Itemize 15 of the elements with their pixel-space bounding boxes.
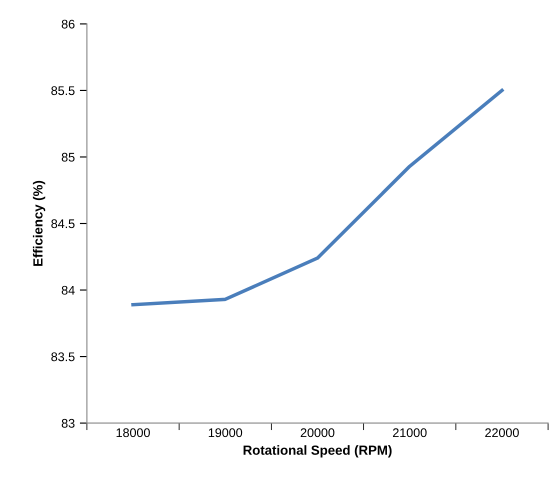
- x-axis-title: Rotational Speed (RPM): [244, 445, 392, 458]
- x-tick-label: 22000: [485, 428, 519, 438]
- y-axis-title: Efficiency (%): [32, 180, 46, 266]
- y-tick-label: 83: [62, 418, 75, 428]
- x-tick-label: 20000: [300, 428, 334, 438]
- y-tick-label: 86: [62, 20, 75, 29]
- y-tick-label: 84: [62, 286, 75, 295]
- x-tick-label: 21000: [392, 428, 427, 438]
- x-tick-label: 18000: [116, 428, 150, 438]
- y-tick-label: 85: [62, 152, 75, 162]
- y-tick-label: 83.5: [51, 352, 75, 362]
- line-series: [131, 88, 504, 306]
- y-tick-label: 85.5: [51, 86, 75, 96]
- y-tick-label: 84.5: [51, 219, 75, 228]
- x-tick-label: 19000: [208, 428, 242, 438]
